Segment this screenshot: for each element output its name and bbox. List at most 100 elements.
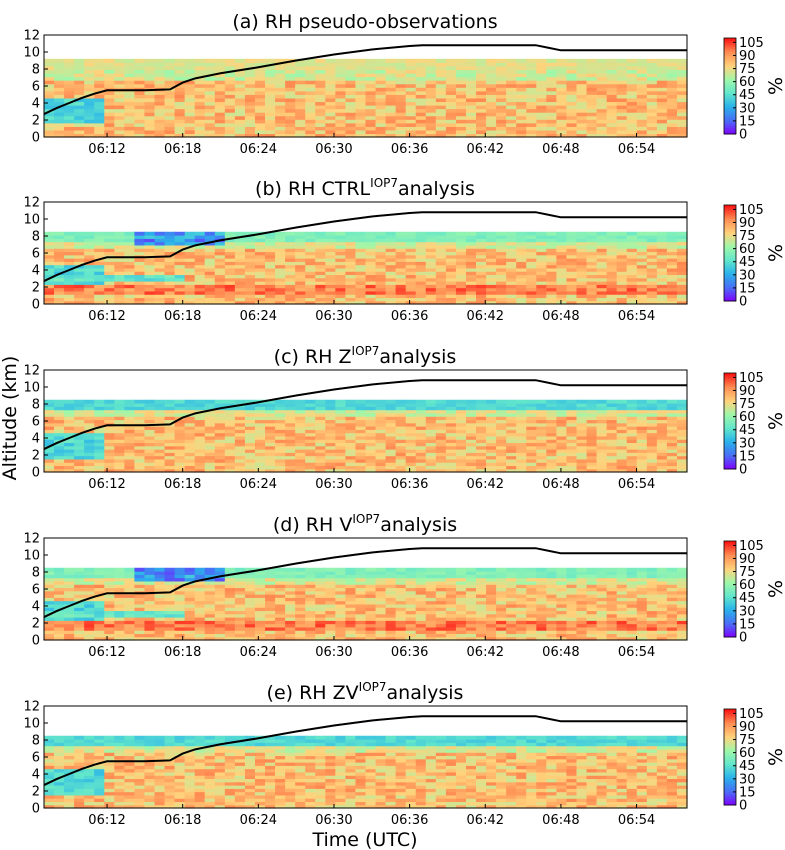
heatmap-cell xyxy=(214,271,226,276)
heatmap-cell xyxy=(254,101,266,106)
heatmap-cell xyxy=(84,133,95,138)
heatmap-cell xyxy=(546,297,557,302)
heatmap-cell xyxy=(254,264,266,269)
heatmap-cell xyxy=(234,590,246,595)
heatmap-cell xyxy=(325,73,336,78)
heatmap-cell xyxy=(576,416,588,421)
heatmap-cell xyxy=(174,439,186,444)
heatmap-cell xyxy=(325,90,336,95)
heatmap-cell xyxy=(154,610,166,615)
heatmap-cell xyxy=(285,439,296,444)
heatmap-cell xyxy=(114,432,125,437)
heatmap-cell xyxy=(265,468,276,473)
heatmap-cell xyxy=(224,626,236,631)
heatmap-cell xyxy=(496,258,507,262)
heatmap-cell xyxy=(385,294,397,299)
heatmap-cell xyxy=(425,465,437,470)
heatmap-cell xyxy=(345,115,357,120)
heatmap-cell xyxy=(476,122,487,127)
heatmap-cell xyxy=(315,133,326,138)
heatmap-cell xyxy=(254,610,266,615)
heatmap-cell xyxy=(244,300,256,305)
heatmap-cell xyxy=(154,119,166,124)
heatmap-cell xyxy=(656,231,668,236)
heatmap-cell xyxy=(335,126,347,131)
heatmap-cell xyxy=(496,452,507,457)
heatmap-cell xyxy=(94,416,105,421)
heatmap-cell xyxy=(64,80,75,85)
heatmap-cell xyxy=(254,274,266,279)
heatmap-cell xyxy=(234,258,246,262)
heatmap-cell xyxy=(486,426,497,430)
heatmap-cell xyxy=(656,403,668,407)
heatmap-cell xyxy=(425,94,437,99)
heatmap-cell xyxy=(124,69,136,74)
heatmap-cell xyxy=(74,577,85,582)
heatmap-cell xyxy=(94,281,105,285)
heatmap-cell xyxy=(295,69,306,74)
heatmap-cell xyxy=(154,241,166,246)
colorbar-segment xyxy=(724,429,736,433)
heatmap-cell xyxy=(576,465,588,470)
heatmap-cell xyxy=(254,439,266,444)
colorbar-segment xyxy=(724,209,736,213)
heatmap-cell xyxy=(124,231,136,236)
heatmap-cell xyxy=(405,468,417,473)
heatmap-cell xyxy=(636,108,648,113)
heatmap-cell xyxy=(275,294,286,299)
heatmap-cell xyxy=(54,449,65,453)
heatmap-cell xyxy=(154,97,166,103)
heatmap-cell xyxy=(556,97,568,103)
heatmap-cell xyxy=(395,126,407,131)
heatmap-cell xyxy=(74,468,85,473)
heatmap-cell xyxy=(335,97,347,103)
heatmap-cell xyxy=(134,73,146,78)
heatmap-cell xyxy=(486,284,497,289)
heatmap-cell xyxy=(84,294,95,299)
heatmap-cell xyxy=(375,248,387,253)
heatmap-cell xyxy=(506,399,517,404)
heatmap-cell xyxy=(265,274,276,279)
heatmap-cell xyxy=(254,419,266,424)
heatmap-cell xyxy=(385,426,397,430)
heatmap-cell xyxy=(385,90,397,95)
heatmap-cell xyxy=(646,126,658,131)
heatmap-cell xyxy=(425,244,437,249)
heatmap-cell xyxy=(144,101,156,106)
heatmap-cell xyxy=(405,442,417,447)
heatmap-cell xyxy=(556,277,568,282)
heatmap-cell xyxy=(606,432,618,437)
heatmap-cell xyxy=(184,58,196,63)
heatmap-cell xyxy=(114,133,125,138)
heatmap-cell xyxy=(516,90,527,95)
heatmap-cell xyxy=(676,452,688,457)
track-line xyxy=(43,211,687,282)
heatmap-cell xyxy=(516,435,527,440)
heatmap-cell xyxy=(385,462,397,467)
heatmap-cell xyxy=(486,97,497,103)
heatmap-cell xyxy=(335,244,347,249)
heatmap-cell xyxy=(596,429,608,434)
heatmap-cell xyxy=(455,445,467,450)
heatmap-cell xyxy=(54,290,65,295)
heatmap-cell xyxy=(385,412,397,417)
colorbar-segment xyxy=(724,53,736,56)
heatmap-cell xyxy=(124,58,136,63)
heatmap-cell xyxy=(596,287,608,292)
colorbar-segment xyxy=(724,442,736,446)
heatmap-cell xyxy=(476,406,487,411)
heatmap-cell xyxy=(305,287,316,292)
heatmap-cell xyxy=(84,108,95,113)
heatmap-cell xyxy=(84,58,95,63)
heatmap-cell xyxy=(174,613,186,618)
heatmap-cell xyxy=(666,244,678,249)
heatmap-cell xyxy=(265,241,276,246)
heatmap-cell xyxy=(184,468,196,473)
heatmap-cell xyxy=(44,577,55,582)
heatmap-cell xyxy=(506,429,517,434)
heatmap-cell xyxy=(84,455,95,460)
y-tick-label: 2 xyxy=(32,114,40,129)
heatmap-cell xyxy=(676,133,688,138)
heatmap-cell xyxy=(415,274,427,279)
